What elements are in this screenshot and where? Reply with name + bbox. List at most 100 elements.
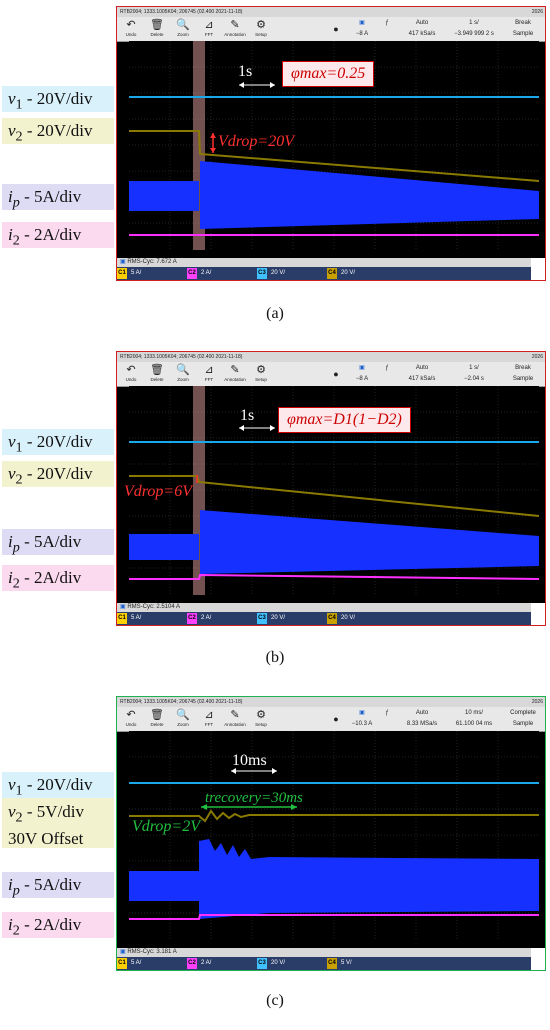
undo-button[interactable]: ↶ Undo (119, 18, 143, 40)
zoom-button[interactable]: 🔍 Zoom (171, 708, 195, 730)
label-v1: v1 - 20V/div (2, 772, 114, 798)
acq-state[interactable]: Break Sample (512, 20, 534, 37)
delete-button[interactable]: 🗑 Delete (145, 363, 169, 385)
fft-button[interactable]: ⊿ FFT (197, 363, 221, 385)
waveform-plot (129, 731, 539, 940)
undo-icon: ↶ (126, 19, 136, 31)
delete-button[interactable]: 🗑 Delete (145, 708, 169, 730)
label-ip: ip - 5A/div (2, 529, 114, 555)
timebase[interactable]: 1 s/−2.04 s (464, 365, 484, 382)
i2-trace (129, 573, 539, 580)
undo-icon: ↶ (126, 364, 136, 376)
gear-icon: ⚙ (256, 364, 266, 376)
label-v2: v2 - 5V/div 30V Offset (2, 798, 114, 848)
zoom-button[interactable]: 🔍 Zoom (171, 18, 195, 40)
delete-button[interactable]: 🗑 Delete (145, 18, 169, 40)
channel-c3[interactable]: C3 20 V/ (257, 268, 325, 279)
pencil-icon: ✎ (230, 19, 240, 31)
annotation-button[interactable]: ✎ Annotation (224, 709, 246, 727)
undo-button[interactable]: ↶ Undo (119, 708, 143, 730)
label-i2: i2 - 2A/div (2, 565, 114, 591)
channel-c3[interactable]: C3 20 V/ (257, 613, 325, 624)
slope-icon: ƒ (385, 365, 389, 371)
trigger-level[interactable]: ▣ −10.3 A (351, 710, 373, 727)
ip-trace-after (200, 510, 539, 574)
acq-state[interactable]: Break Sample (512, 365, 534, 382)
fft-icon: ⊿ (204, 19, 214, 31)
magnifier-icon: 🔍 (176, 364, 190, 376)
caption: (a) (266, 305, 284, 322)
undo-button[interactable]: ↶ Undo (119, 363, 143, 385)
trash-icon: 🗑 (150, 19, 164, 31)
pencil-icon: ✎ (230, 709, 240, 721)
label-v1: v1 - 20V/div (2, 86, 114, 112)
annotation-button[interactable]: ✎ Annotation (224, 364, 246, 382)
dot-icon: ● (333, 24, 339, 34)
i2-trace (129, 914, 539, 920)
channel-bar: C1 5 A/ C2 2 A/ C3 20 V/ C4 20 V/ (117, 612, 545, 625)
undo-icon: ↶ (126, 709, 136, 721)
status-bar: ▣ RMS-Cyc: 3.181 A (117, 948, 545, 957)
setup-button[interactable]: ⚙ Setup (249, 708, 273, 730)
timebase[interactable]: 10 ms/61.100 04 ms (455, 710, 493, 727)
dot-icon: ● (333, 369, 339, 379)
fft-button[interactable]: ⊿ FFT (197, 708, 221, 730)
channel-c3[interactable]: C3 20 V/ (257, 958, 325, 969)
channel-c4[interactable]: C4 20 V/ (327, 268, 395, 279)
phi-annotation: φmax=D1(1−D2) (278, 407, 411, 433)
trigger-mode[interactable]: Auto 417 kSa/s (408, 365, 436, 382)
logo (531, 258, 545, 280)
setup-button[interactable]: ⚙ Setup (249, 363, 273, 385)
timebase[interactable]: 1 s/−3.949 999 2 s (454, 20, 494, 37)
magnifier-icon: 🔍 (176, 709, 190, 721)
acq-state[interactable]: Complete Sample (510, 710, 536, 727)
scope-toolbar: ↶ Undo 🗑 Delete 🔍 Zoom ⊿ FFT ✎ Annotation ⚙ Se… (117, 707, 545, 732)
logo (531, 948, 545, 970)
ip-trace-after (199, 839, 539, 919)
vdrop-annotation: Vdrop=6V (124, 483, 192, 500)
channel-bar: C1 5 A/ C2 2 A/ C3 20 V/ C4 20 V/ (117, 267, 545, 280)
channel-c1[interactable]: C1 5 A/ (117, 268, 185, 279)
panel-c: v1 - 20V/div v2 - 5V/div 30V Offset ip - … (0, 690, 550, 1030)
label-v2: v2 - 20V/div (2, 118, 114, 144)
trash-icon: 🗑 (150, 364, 164, 376)
channel-c2[interactable]: C2 2 A/ (187, 613, 255, 624)
dot-icon: ● (333, 714, 339, 724)
channel-c1[interactable]: C1 5 A/ (117, 958, 185, 969)
slope-icon: ƒ (385, 710, 389, 716)
oscilloscope-screen: RTB2004; 1333.1005K04; 206745 (02.400 20… (116, 696, 546, 971)
slope-icon: ƒ (385, 20, 389, 26)
oscilloscope-screen: RTB2004; 1333.1005K04; 206745 (02.400 20… (116, 6, 546, 281)
trigger-mode[interactable]: Auto 417 kSa/s (408, 20, 436, 37)
channel-c4[interactable]: C4 20 V/ (327, 613, 395, 624)
scope-toolbar: ↶ Undo 🗑 Delete 🔍 Zoom ⊿ FFT ✎ Annotation ⚙ Se… (117, 362, 545, 387)
v2-trace (129, 475, 539, 517)
scale-label: 10ms (232, 752, 267, 769)
scale-label: 1s (238, 63, 253, 80)
logo (531, 603, 545, 625)
scale-label: 1s (240, 407, 255, 424)
trigger-mode[interactable]: Auto 8.33 MSa/s (406, 710, 438, 727)
ip-trace-before (129, 534, 199, 560)
trigger-level[interactable]: ▣ −8 A (355, 20, 369, 37)
zoom-button[interactable]: 🔍 Zoom (171, 363, 195, 385)
label-ip: ip - 5A/div (2, 872, 114, 898)
fft-button[interactable]: ⊿ FFT (197, 18, 221, 40)
annotation-button[interactable]: ✎ Annotation (224, 19, 246, 37)
magnifier-icon: 🔍 (176, 19, 190, 31)
channel-c4[interactable]: C4 5 V/ (327, 958, 395, 969)
trash-icon: 🗑 (150, 709, 164, 721)
status-bar: ▣ RMS-Cyc: 2.5104 A (117, 603, 545, 612)
offset-label: 30V Offset (8, 829, 84, 849)
channel-bar: C1 5 A/ C2 2 A/ C3 20 V/ C4 5 V/ (117, 957, 545, 970)
label-i2: i2 - 2A/div (2, 912, 114, 938)
channel-c1[interactable]: C1 5 A/ (117, 613, 185, 624)
channel-c2[interactable]: C2 2 A/ (187, 958, 255, 969)
label-i2: i2 - 2A/div (2, 222, 114, 248)
pencil-icon: ✎ (230, 364, 240, 376)
channel-c2[interactable]: C2 2 A/ (187, 268, 255, 279)
fft-icon: ⊿ (204, 709, 214, 721)
vdrop-annotation: Vdrop=20V (218, 133, 294, 150)
trigger-level[interactable]: ▣ −8 A (355, 365, 369, 382)
setup-button[interactable]: ⚙ Setup (249, 18, 273, 40)
